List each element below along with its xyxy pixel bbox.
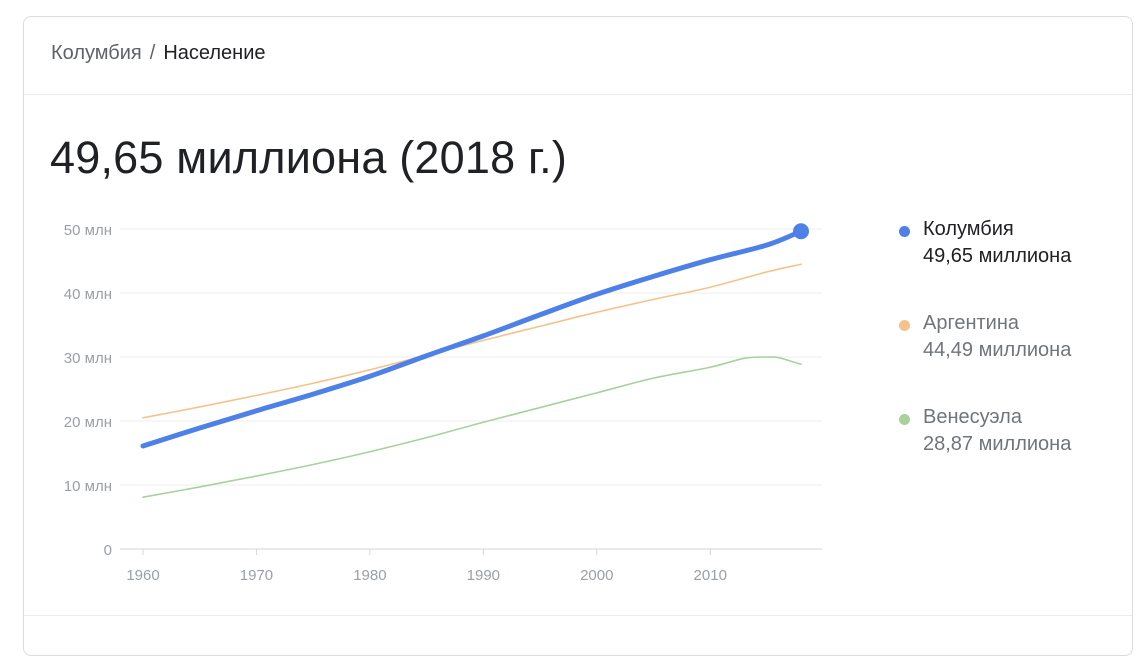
x-tick-label: 1960	[126, 567, 159, 584]
footer-divider	[24, 615, 1132, 616]
x-tick-label: 2000	[580, 567, 613, 584]
legend-name-argentina: Аргентина	[923, 312, 1019, 334]
legend-name-colombia: Колумбия	[923, 218, 1014, 240]
series-line-colombia	[140, 228, 804, 449]
population-chart: 0 10 млн 20 млн 30 млн 40 млн 50 млн 1960 1970 1…	[64, 222, 822, 584]
legend-value-colombia: 49,65 миллиона	[923, 245, 1072, 267]
legend-item-argentina[interactable]: Аргентина 44,49 миллиона	[898, 312, 1128, 406]
y-tick-label: 40 млн	[64, 286, 112, 303]
legend-value-venezuela: 28,87 миллиона	[923, 433, 1072, 455]
y-tick-label: 30 млн	[64, 350, 112, 367]
legend-name-venezuela: Венесуэла	[923, 406, 1022, 428]
legend-item-colombia[interactable]: Колумбия 49,65 миллиона	[898, 218, 1128, 312]
chart-legend: Колумбия 49,65 миллиона Аргентина 44,49 …	[898, 218, 1128, 500]
breadcrumb-current: Население	[163, 42, 266, 64]
legend-value-argentina: 44,49 миллиона	[923, 339, 1072, 361]
series-line-argentina	[142, 263, 802, 419]
x-tick-label: 1990	[467, 567, 500, 584]
y-tick-label: 10 млн	[64, 478, 112, 495]
x-tick-label: 1980	[353, 567, 386, 584]
y-tick-label: 20 млн	[64, 414, 112, 431]
population-headline: 49,65 миллиона (2018 г.)	[50, 132, 568, 183]
series-line-venezuela	[142, 356, 802, 498]
x-tick-label: 2010	[694, 567, 727, 584]
breadcrumb-separator: /	[149, 42, 156, 64]
y-tick-label: 50 млн	[64, 222, 112, 239]
legend-item-venezuela[interactable]: Венесуэла 28,87 миллиона	[898, 406, 1128, 500]
legend-dot-venezuela	[899, 414, 910, 425]
header-divider	[24, 94, 1132, 95]
series-endpoint-colombia	[793, 223, 809, 240]
x-tick-label: 1970	[240, 567, 273, 584]
breadcrumb: Колумбия / Население	[51, 42, 266, 65]
breadcrumb-country-link[interactable]: Колумбия	[51, 42, 142, 64]
y-tick-label: 0	[104, 542, 112, 559]
legend-dot-argentina	[899, 320, 910, 331]
legend-dot-colombia	[899, 226, 910, 237]
